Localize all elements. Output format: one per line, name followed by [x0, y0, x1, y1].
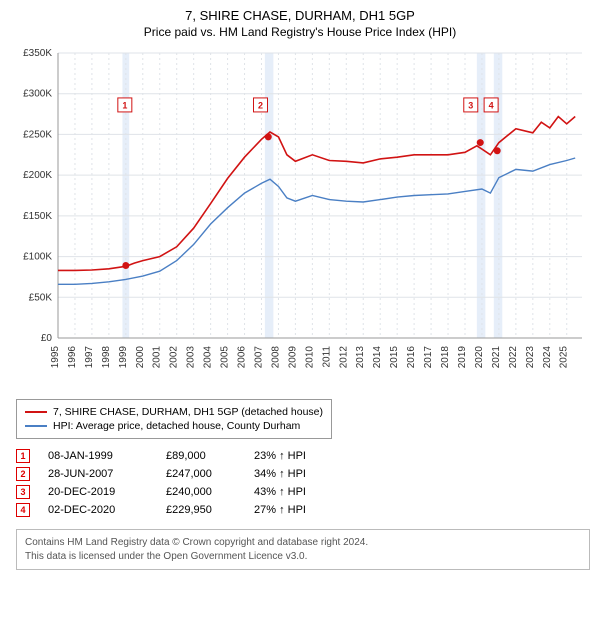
- legend-row: HPI: Average price, detached house, Coun…: [25, 419, 323, 433]
- xtick-label: 2014: [372, 346, 383, 369]
- sale-row-pct: 43% ↑ HPI: [254, 486, 344, 498]
- sale-row-date: 28-JUN-2007: [48, 468, 148, 480]
- ytick-label: £100K: [23, 252, 52, 263]
- sale-row: 4 02-DEC-2020 £229,950 27% ↑ HPI: [16, 501, 590, 519]
- xtick-label: 1999: [118, 346, 129, 369]
- page-title: 7, SHIRE CHASE, DURHAM, DH1 5GP: [10, 8, 590, 23]
- sale-marker-num: 2: [258, 100, 263, 110]
- xtick-label: 2020: [474, 346, 485, 369]
- xtick-label: 2003: [186, 346, 197, 369]
- legend-row: 7, SHIRE CHASE, DURHAM, DH1 5GP (detache…: [25, 405, 323, 419]
- sale-row-date: 20-DEC-2019: [48, 486, 148, 498]
- sale-row: 2 28-JUN-2007 £247,000 34% ↑ HPI: [16, 465, 590, 483]
- sale-row: 3 20-DEC-2019 £240,000 43% ↑ HPI: [16, 483, 590, 501]
- xtick-label: 1998: [101, 346, 112, 369]
- legend: 7, SHIRE CHASE, DURHAM, DH1 5GP (detache…: [16, 399, 332, 439]
- xtick-label: 2010: [304, 346, 315, 369]
- sale-row-price: £247,000: [166, 468, 236, 480]
- sale-row-marker: 3: [16, 485, 30, 499]
- sale-point: [477, 139, 484, 146]
- legend-label: HPI: Average price, detached house, Coun…: [53, 420, 300, 432]
- xtick-label: 2017: [423, 346, 434, 369]
- sale-row-price: £89,000: [166, 450, 236, 462]
- sale-point: [265, 133, 272, 140]
- legend-swatch: [25, 425, 47, 427]
- xtick-label: 2000: [135, 346, 146, 369]
- shade-band: [477, 53, 485, 338]
- ytick-label: £50K: [29, 292, 53, 303]
- footer-line2: This data is licensed under the Open Gov…: [25, 551, 307, 562]
- ytick-label: £250K: [23, 129, 52, 140]
- xtick-label: 2015: [389, 346, 400, 369]
- legend-label: 7, SHIRE CHASE, DURHAM, DH1 5GP (detache…: [53, 406, 323, 418]
- shade-band: [122, 53, 129, 338]
- chart: £0 £50K £100K £150K £200K £250K £300K £350K 1995…: [10, 43, 590, 393]
- sale-marker-num: 1: [122, 100, 127, 110]
- ytick-label: £300K: [23, 89, 52, 100]
- xtick-label: 2022: [508, 346, 519, 369]
- sale-row-marker: 2: [16, 467, 30, 481]
- page-subtitle: Price paid vs. HM Land Registry's House …: [10, 25, 590, 39]
- ytick-label: £350K: [23, 48, 52, 59]
- sale-marker-num: 3: [468, 100, 473, 110]
- xtick-label: 2007: [253, 346, 264, 369]
- sale-marker-num: 4: [489, 100, 494, 110]
- xtick-label: 2011: [321, 346, 332, 368]
- xtick-label: 2004: [203, 346, 214, 369]
- sale-row: 1 08-JAN-1999 £89,000 23% ↑ HPI: [16, 447, 590, 465]
- xtick-label: 2018: [440, 346, 451, 369]
- xtick-label: 2002: [169, 346, 180, 369]
- sale-row-pct: 27% ↑ HPI: [254, 504, 344, 516]
- xtick-label: 2001: [152, 346, 163, 369]
- chart-svg: £0 £50K £100K £150K £200K £250K £300K £350K 1995…: [10, 43, 590, 393]
- xtick-label: 2009: [287, 346, 298, 369]
- xtick-label: 2016: [406, 346, 417, 369]
- xtick-label: 2013: [355, 346, 366, 369]
- legend-swatch: [25, 411, 47, 413]
- xtick-label: 1996: [67, 346, 78, 369]
- ytick-label: £200K: [23, 170, 52, 181]
- ytick-label: £150K: [23, 211, 52, 222]
- xtick-label: 2005: [220, 346, 231, 369]
- xtick-label: 2021: [491, 346, 502, 369]
- sale-row-marker: 4: [16, 503, 30, 517]
- xtick-label: 1997: [84, 346, 95, 369]
- sale-row-pct: 23% ↑ HPI: [254, 450, 344, 462]
- xtick-label: 2023: [525, 346, 536, 369]
- sale-row-marker: 1: [16, 449, 30, 463]
- plot-bg: [58, 53, 582, 338]
- sale-row-date: 08-JAN-1999: [48, 450, 148, 462]
- sale-row-price: £240,000: [166, 486, 236, 498]
- footer-line1: Contains HM Land Registry data © Crown c…: [25, 537, 368, 548]
- xtick-label: 2008: [270, 346, 281, 369]
- xtick-label: 2024: [542, 346, 553, 369]
- xtick-label: 2006: [237, 346, 248, 369]
- xtick-label: 2019: [457, 346, 468, 369]
- shade-band: [265, 53, 273, 338]
- shade-band: [494, 53, 502, 338]
- sale-row-date: 02-DEC-2020: [48, 504, 148, 516]
- sale-row-pct: 34% ↑ HPI: [254, 468, 344, 480]
- footer-attribution: Contains HM Land Registry data © Crown c…: [16, 529, 590, 570]
- sale-point: [494, 147, 501, 154]
- ytick-label: £0: [41, 333, 53, 344]
- xtick-label: 2025: [559, 346, 570, 369]
- xtick-label: 2012: [338, 346, 349, 369]
- xtick-label: 1995: [50, 346, 61, 369]
- sale-point: [122, 262, 129, 269]
- sales-table: 1 08-JAN-1999 £89,000 23% ↑ HPI 2 28-JUN-2007…: [16, 447, 590, 519]
- sale-row-price: £229,950: [166, 504, 236, 516]
